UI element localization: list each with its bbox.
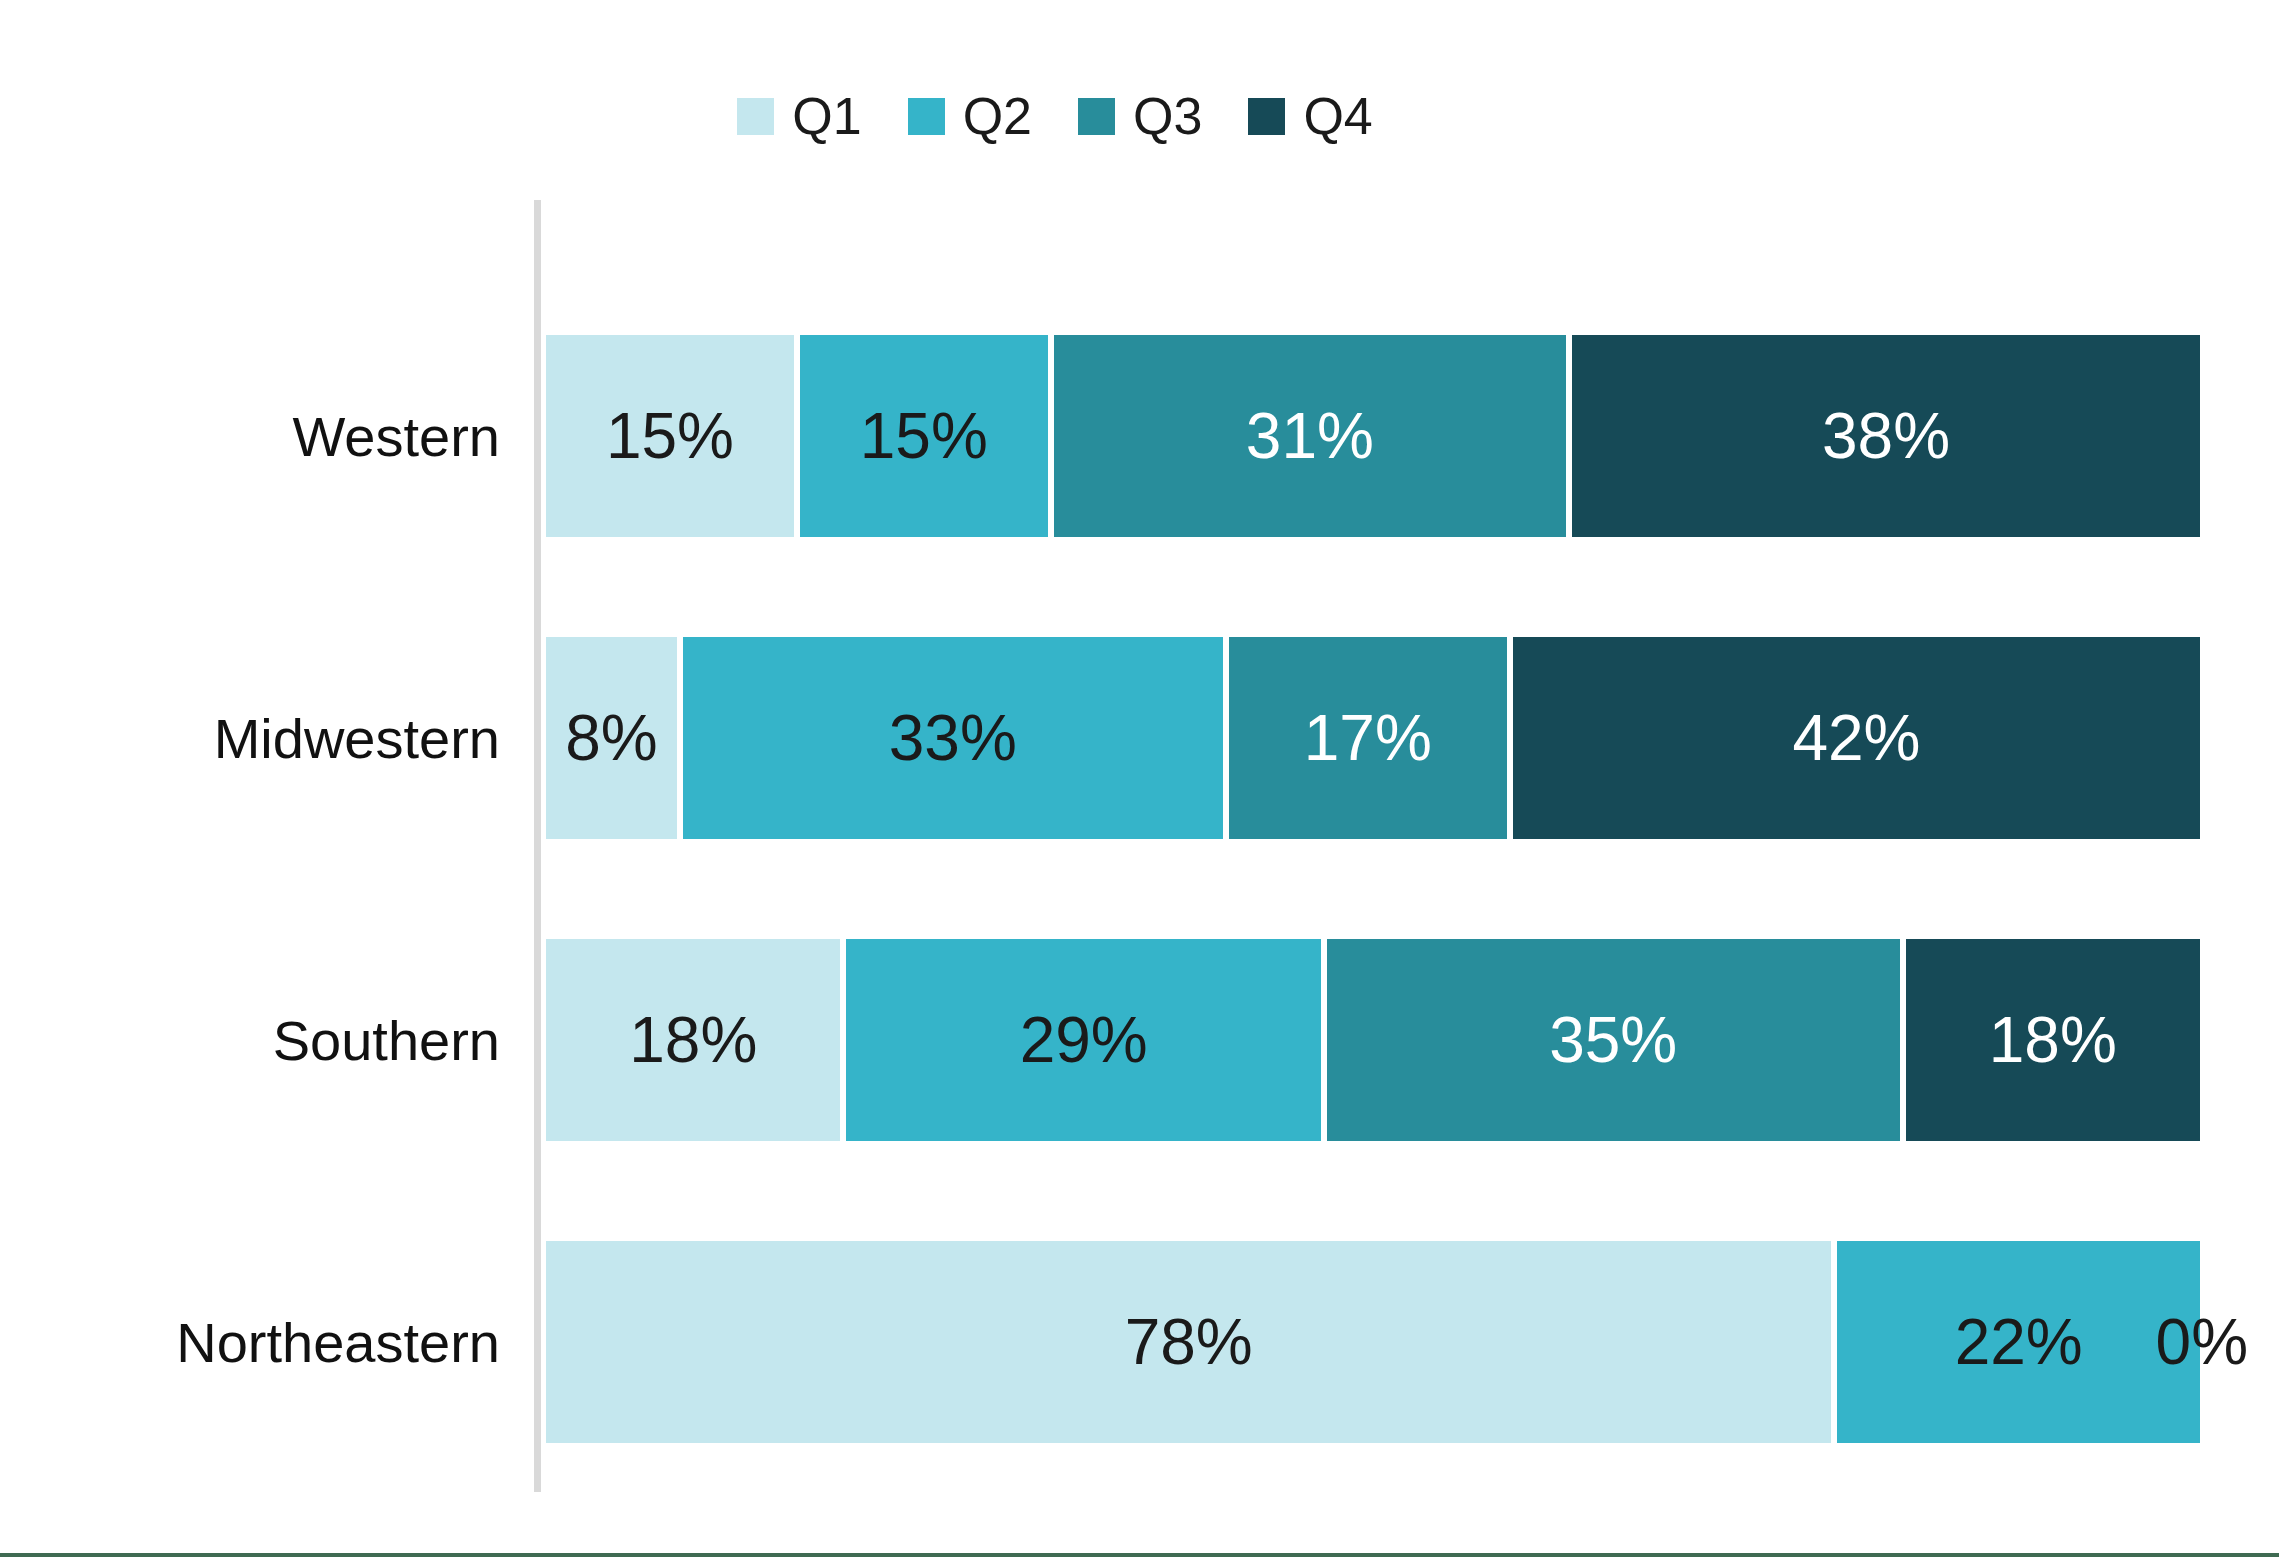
bar-segment-q4: 38% (1572, 335, 2200, 537)
bar-segment-q3: 31% (1054, 335, 1566, 537)
chart-legend: Q1 Q2 Q3 Q4 (0, 86, 2110, 146)
legend-label: Q1 (792, 86, 861, 146)
zero-value-label: 0% (2156, 1305, 2249, 1379)
segment-value-label: 78% (1125, 1305, 1253, 1379)
bar-segment-q1: 15% (546, 335, 794, 537)
bar-segment-q4: 42% (1513, 637, 2200, 839)
bar-row: Western 15% 15% 31% 38% (0, 335, 2279, 537)
legend-label: Q3 (1133, 86, 1202, 146)
segment-value-label: 38% (1822, 399, 1950, 473)
segment-value-label: 18% (1989, 1003, 2117, 1077)
category-label: Northeastern (0, 1241, 534, 1443)
segment-value-label: 17% (1304, 701, 1432, 775)
category-label: Southern (0, 939, 534, 1141)
stacked-bar-chart: Western 15% 15% 31% 38% Midwestern 8% 33% 17%… (0, 335, 2279, 1443)
legend-swatch-icon (1078, 98, 1115, 135)
legend-swatch-icon (737, 98, 774, 135)
category-label: Midwestern (0, 637, 534, 839)
segment-value-label: 35% (1549, 1003, 1677, 1077)
segment-value-label: 29% (1020, 1003, 1148, 1077)
bar-row: Southern 18% 29% 35% 18% (0, 939, 2279, 1141)
slide-canvas: Q1 Q2 Q3 Q4 Western 15% 15% 31% 38% Midwest… (0, 0, 2279, 1560)
legend-item: Q4 (1248, 86, 1372, 146)
segment-value-label: 15% (606, 399, 734, 473)
legend-swatch-icon (908, 98, 945, 135)
bottom-divider (0, 1553, 2279, 1557)
segment-value-label: 42% (1792, 701, 1920, 775)
bar-row: Northeastern 78% 22% 0% (0, 1241, 2279, 1443)
legend-item: Q1 (737, 86, 861, 146)
bar-track: 8% 33% 17% 42% (546, 637, 2200, 839)
segment-value-label: 22% (1955, 1305, 2083, 1379)
bar-segment-q4: 18% (1906, 939, 2200, 1141)
segment-value-label: 18% (629, 1003, 757, 1077)
segment-value-label: 8% (565, 701, 658, 775)
legend-swatch-icon (1248, 98, 1285, 135)
legend-item: Q3 (1078, 86, 1202, 146)
bar-segment-q3: 35% (1327, 939, 1900, 1141)
legend-label: Q2 (963, 86, 1032, 146)
bar-segment-q2: 22% (1837, 1241, 2200, 1443)
bar-segment-q3: 17% (1229, 637, 1507, 839)
segment-value-label: 31% (1246, 399, 1374, 473)
legend-label: Q4 (1303, 86, 1372, 146)
segment-value-label: 33% (889, 701, 1017, 775)
category-label: Western (0, 335, 534, 537)
bar-track: 18% 29% 35% 18% (546, 939, 2200, 1141)
bar-track: 78%22%0% (546, 1241, 2200, 1443)
bar-segment-q2: 29% (846, 939, 1320, 1141)
segment-value-label: 15% (860, 399, 988, 473)
bar-segment-q1: 18% (546, 939, 840, 1141)
bar-row: Midwestern 8% 33% 17% 42% (0, 637, 2279, 839)
bar-segment-q2: 15% (800, 335, 1048, 537)
bar-segment-q1: 8% (546, 637, 677, 839)
bar-segment-q2: 33% (683, 637, 1223, 839)
bar-track: 15% 15% 31% 38% (546, 335, 2200, 537)
bar-segment-q1: 78% (546, 1241, 1831, 1443)
legend-item: Q2 (908, 86, 1032, 146)
